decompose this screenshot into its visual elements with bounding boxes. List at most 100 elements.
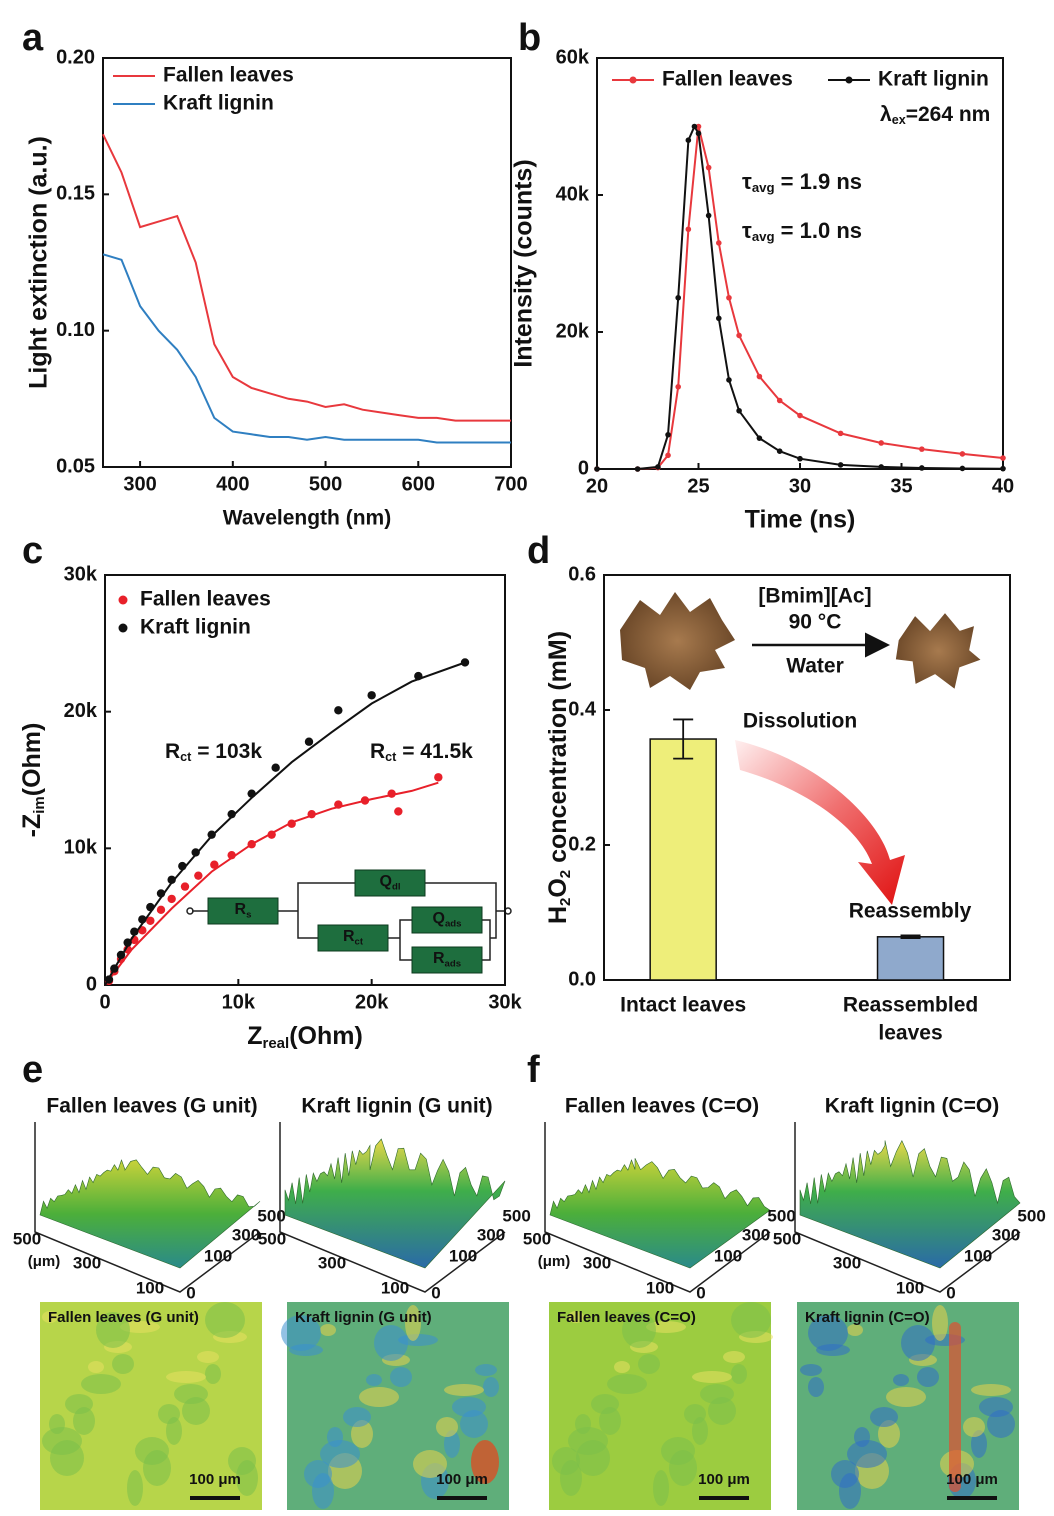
scale-bar-label: 100 μm	[698, 1471, 750, 1488]
heatmap-blob	[343, 1407, 371, 1427]
marker	[685, 137, 692, 143]
marker	[726, 377, 732, 383]
heatmap-blob	[599, 1407, 621, 1435]
x-tick-label: Reassembled	[843, 994, 978, 1017]
annotation: Water	[786, 655, 844, 678]
point	[110, 964, 119, 973]
heatmap-blob	[963, 1417, 985, 1437]
heatmap-blob	[42, 1427, 82, 1455]
marker	[726, 294, 732, 301]
heatmap-blob	[405, 1305, 421, 1341]
axis-tick-label: 100	[449, 1246, 477, 1265]
point	[210, 860, 219, 869]
scale-bar-label: 100 μm	[436, 1471, 488, 1488]
subscript: ct	[180, 750, 192, 764]
y-tick-label: 0.20	[56, 46, 95, 68]
point	[146, 902, 155, 912]
axis-tick-label: 100	[381, 1279, 409, 1298]
axis-tick-label: 500	[13, 1229, 41, 1248]
axis-tick-label: 500	[1017, 1206, 1045, 1225]
fit-line	[104, 661, 466, 986]
legend-label: Kraft lignin	[140, 616, 251, 639]
marker	[776, 448, 783, 454]
axis-tick-label: 100	[714, 1246, 742, 1265]
point	[307, 809, 316, 819]
subscript: avg	[752, 181, 775, 196]
heatmap-blob	[42, 1311, 58, 1323]
axis-tick-label: 300	[477, 1225, 505, 1244]
heatmap-blob	[568, 1427, 608, 1455]
heatmap-blob	[88, 1361, 104, 1373]
x-tick-label: 25	[687, 475, 709, 497]
point	[207, 830, 216, 839]
error-bar	[900, 934, 921, 940]
legend-label: Kraft lignin	[163, 92, 274, 115]
surface	[799, 1140, 1021, 1269]
circuit-element	[207, 897, 279, 925]
heatmap-blob	[127, 1470, 143, 1506]
legend-marker	[118, 595, 128, 605]
heatmap-blob	[112, 1354, 134, 1374]
axis-tick-label: 0	[431, 1283, 440, 1302]
heatmap-blob	[979, 1397, 1013, 1417]
annotation: τavg = 1.9 ns	[742, 169, 862, 196]
heatmap-blob	[96, 1312, 130, 1348]
marker	[736, 407, 742, 414]
point	[130, 927, 139, 936]
axis-tick-label: 100	[896, 1279, 924, 1298]
heatmap-blob	[893, 1374, 909, 1386]
axis-tick-label: 100	[136, 1279, 164, 1298]
line	[102, 253, 511, 444]
heatmap-blob	[552, 1447, 580, 1475]
surface-axes	[34, 1122, 261, 1293]
x-tick-label: 10k	[222, 991, 256, 1013]
text-part: O	[544, 878, 572, 897]
point	[156, 889, 166, 898]
heatmap-blob	[197, 1351, 219, 1363]
heatmap-blob	[878, 1420, 900, 1448]
heatmap-blob	[575, 1414, 591, 1434]
text-part: = 1.9 ns	[775, 169, 862, 194]
text-part: R	[343, 928, 355, 945]
x-tick-label: 35	[890, 475, 912, 497]
heatmap-blob	[351, 1420, 373, 1448]
heatmap-blob	[708, 1397, 736, 1425]
heatmap-blob	[847, 1440, 887, 1468]
heatmap-blob	[390, 1367, 412, 1387]
axis-tick-label: 500	[258, 1229, 286, 1248]
legend-label: Fallen leaves	[662, 68, 793, 91]
y-tick-label: 0	[86, 973, 97, 995]
axis-tick-label: 300	[73, 1253, 101, 1272]
bar	[649, 738, 717, 981]
line	[102, 133, 511, 422]
text-part: = 103k	[191, 740, 262, 763]
text-part: (Ohm)	[18, 723, 46, 797]
heatmap-blob	[607, 1374, 647, 1394]
line	[597, 124, 1004, 470]
scale-bar-label: 100 μm	[946, 1471, 998, 1488]
y-tick-label: 10k	[64, 837, 98, 859]
surface-axes	[794, 1122, 1021, 1293]
marker	[878, 464, 884, 470]
circuit-element	[411, 906, 483, 934]
map-label: Kraft lignin (G unit)	[295, 1309, 432, 1326]
x-tick-label: 20k	[355, 991, 389, 1013]
marker	[736, 332, 742, 339]
legend-label: Fallen leaves	[163, 64, 294, 87]
heatmap-blob	[870, 1407, 898, 1427]
marker	[675, 294, 681, 301]
y-tick-label: 0.0	[568, 968, 596, 990]
legend-label: Kraft lignin	[878, 68, 989, 91]
text-part: = 41.5k	[396, 740, 473, 763]
subscript: dl	[392, 881, 401, 892]
point	[191, 848, 200, 857]
y-tick-label: 20k	[64, 700, 98, 722]
heatmap-blob	[135, 1437, 169, 1465]
heatmap-blob	[622, 1312, 656, 1348]
heatmap-blob	[723, 1351, 745, 1363]
point	[360, 796, 370, 805]
error-bar	[673, 718, 694, 760]
axis-tick-label: 300	[583, 1253, 611, 1272]
heatmap	[281, 1302, 509, 1510]
marker	[959, 451, 966, 457]
